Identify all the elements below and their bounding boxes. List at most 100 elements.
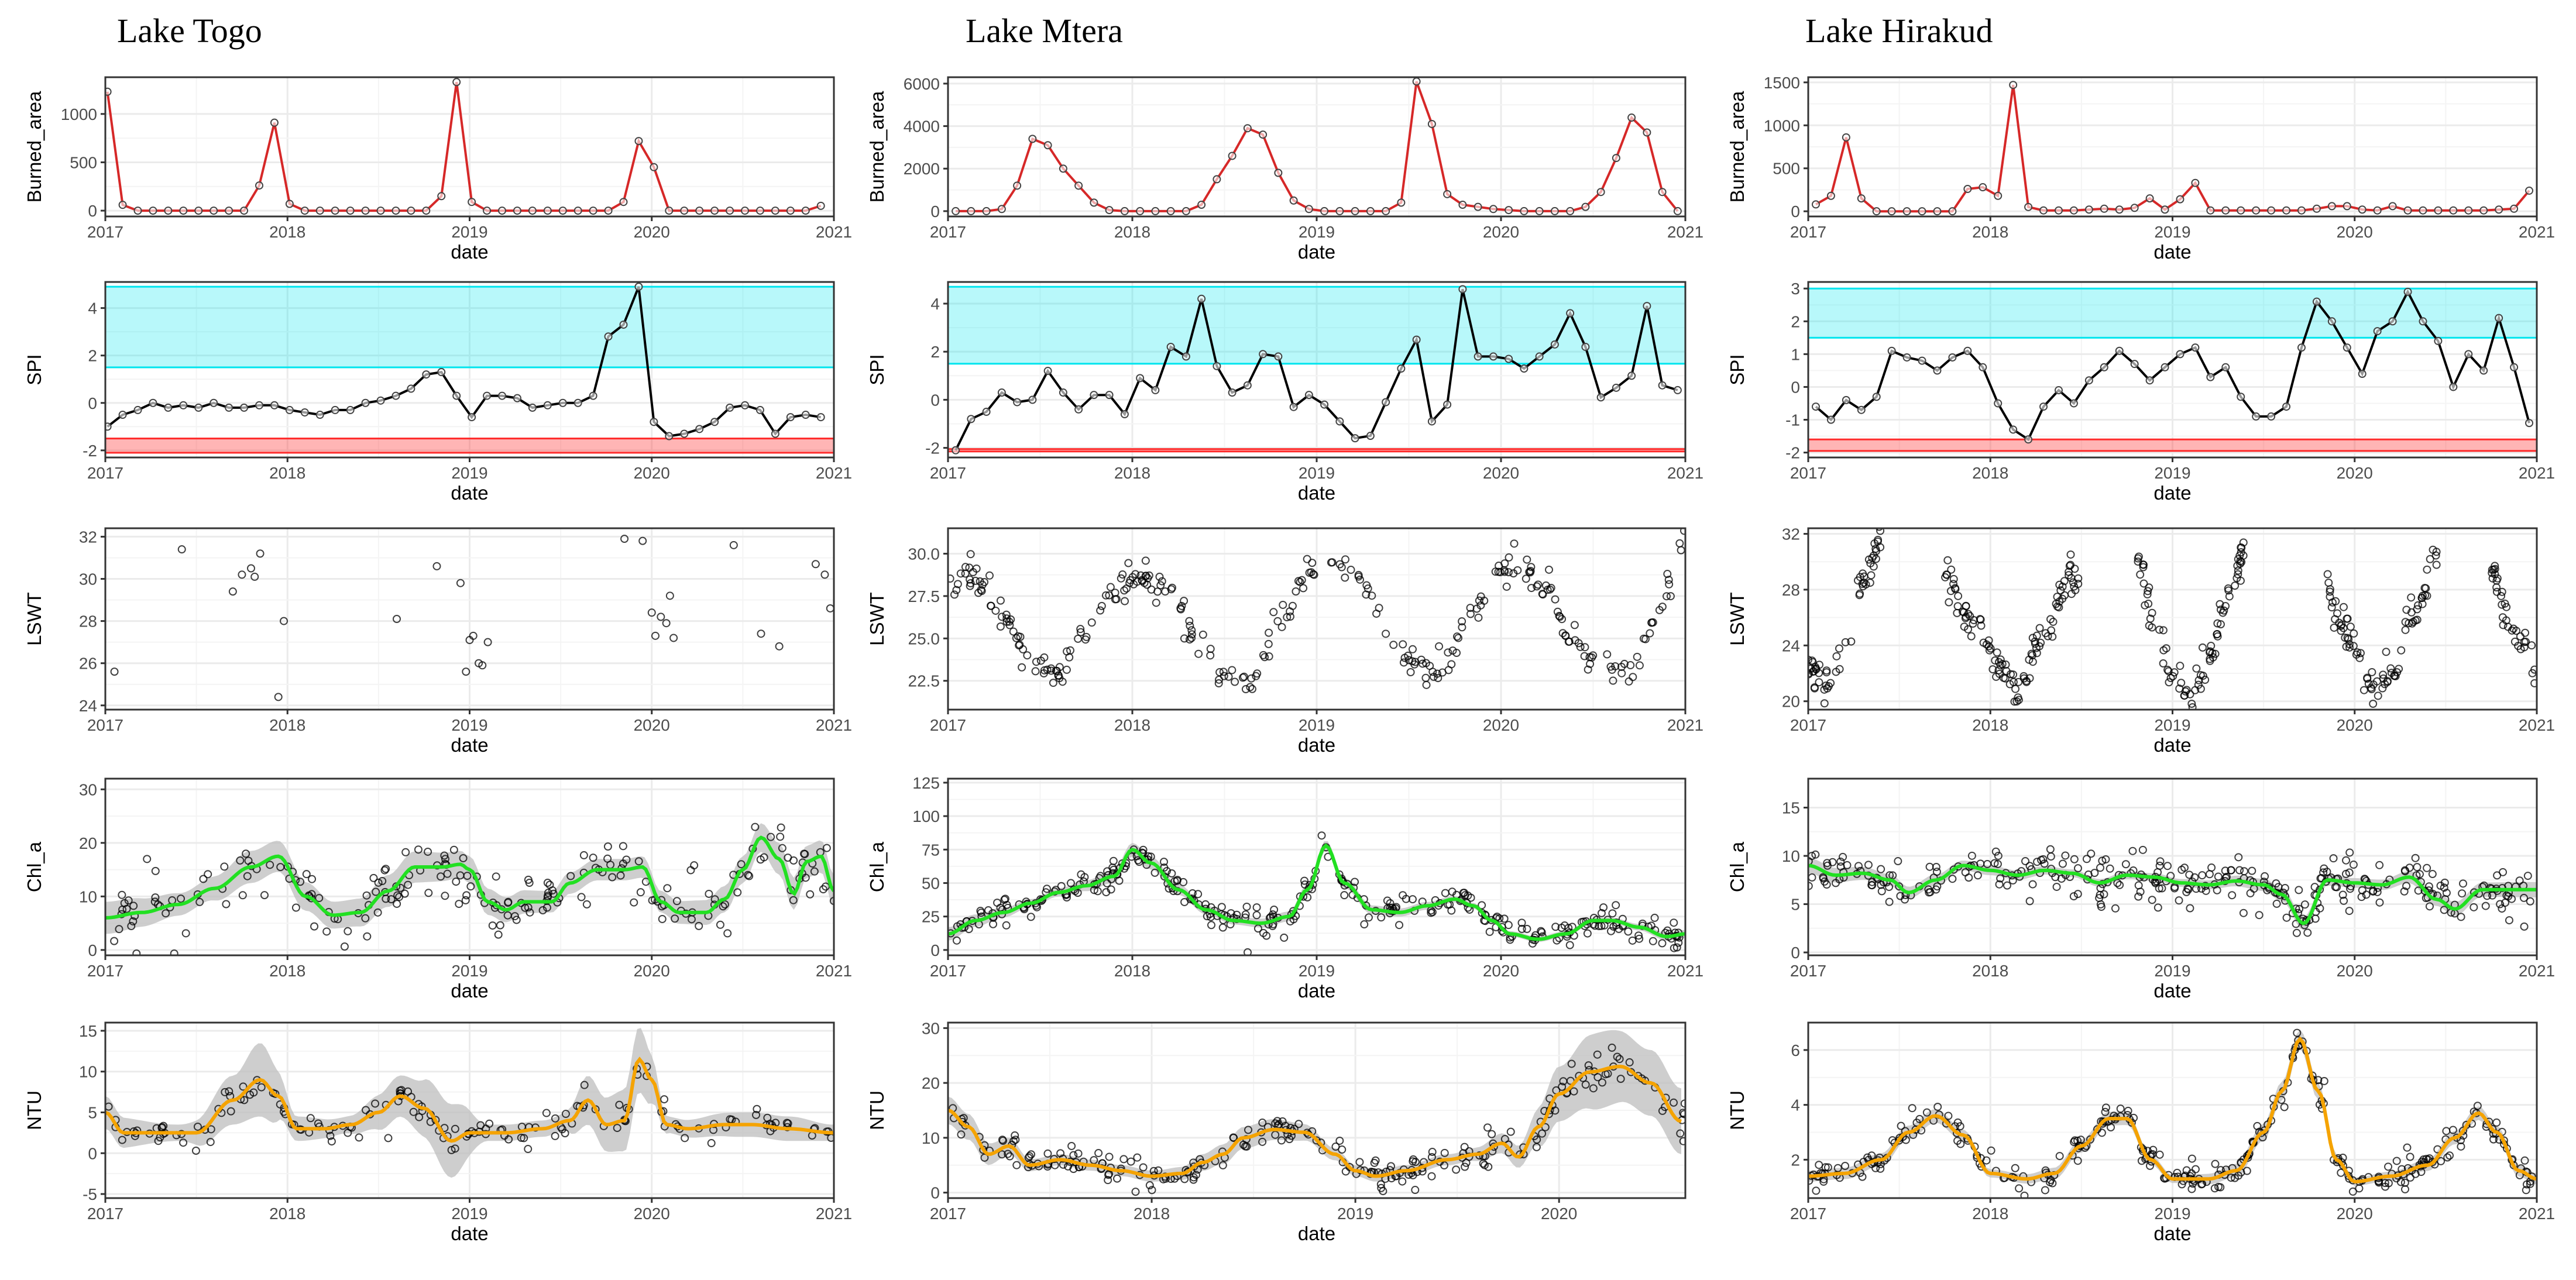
data-point [225, 1087, 233, 1096]
data-point [1412, 77, 1421, 86]
x-tick-label: 2019 [451, 716, 487, 734]
x-tick-label: 2018 [269, 464, 305, 482]
data-point [971, 576, 980, 585]
data-point [2148, 896, 2156, 904]
data-point [1337, 563, 1346, 572]
data-point [2378, 684, 2387, 693]
data-point [2508, 894, 2516, 903]
data-point [2009, 425, 2018, 434]
data-point [1347, 566, 1355, 574]
x-axis-label: date [2153, 1223, 2191, 1244]
data-point [987, 601, 995, 610]
data-point [1500, 559, 1509, 568]
data-point [1215, 668, 1224, 677]
data-point [1040, 653, 1049, 662]
data-point [1145, 1181, 1154, 1190]
data-point [164, 207, 173, 215]
data-point [2206, 373, 2215, 381]
data-point [1151, 386, 1160, 394]
data-point [620, 535, 629, 543]
data-point [1155, 572, 1164, 581]
data-point [1253, 669, 1262, 678]
data-point [220, 862, 229, 871]
data-point [1895, 882, 1904, 891]
data-point [1094, 1149, 1103, 1158]
data-point [238, 570, 246, 579]
data-point [1127, 852, 1136, 861]
x-tick-label: 2020 [1483, 716, 1519, 734]
data-point [1847, 637, 1856, 646]
data-point [2359, 686, 2368, 694]
data-point [1382, 398, 1390, 407]
x-tick-label: 2017 [1790, 223, 1826, 241]
data-point [1011, 1131, 1019, 1140]
data-point [1461, 1162, 1469, 1171]
data-point [2054, 206, 2063, 215]
plot-area [948, 285, 1685, 455]
data-point [376, 396, 385, 405]
data-point [1943, 556, 1952, 565]
data-point [1553, 936, 1561, 945]
plot-grid: 2017 2018 2019 2020 202105001000dateBurned_a… [23, 74, 2555, 1244]
x-tick-label: 2020 [1541, 1205, 1577, 1223]
data-point [2187, 1154, 2196, 1163]
data-point [1376, 1180, 1385, 1189]
data-point [1447, 660, 1456, 669]
data-point [1819, 873, 1828, 882]
data-point [2282, 402, 2291, 411]
data-point [2143, 590, 2152, 598]
data-point [1197, 294, 1206, 303]
data-point [2272, 899, 2281, 908]
data-point [2224, 586, 2233, 595]
data-point [1121, 597, 1129, 605]
x-tick-label: 2021 [816, 223, 852, 241]
data-point [1949, 865, 1958, 874]
data-point [775, 642, 784, 651]
data-point [1821, 1163, 1830, 1172]
dry-threshold-band [1808, 438, 2537, 452]
data-point [1969, 620, 1977, 628]
data-point [2134, 881, 2143, 890]
data-point [222, 900, 231, 909]
smooth-fit-ntu [105, 1057, 834, 1143]
data-point [1351, 434, 1359, 443]
data-point [613, 1124, 621, 1133]
data-point [2403, 206, 2412, 215]
data-point [2035, 624, 2044, 632]
panel-lake-hirakud-burned_area: 2017 2018 2019 2020 2021 0 500 1000 1500 date Burn… [1726, 74, 2555, 263]
data-point [1264, 639, 1273, 648]
data-point [466, 882, 475, 891]
y-tick-label: 2000 [904, 160, 940, 178]
data-point [2028, 634, 2037, 642]
x-tick-label: 2017 [930, 962, 966, 980]
data-point [1277, 622, 1286, 631]
data-point [2051, 873, 2060, 882]
data-point [1902, 207, 1911, 216]
data-point [1452, 649, 1461, 658]
x-tick-label: 2018 [1114, 223, 1150, 241]
data-point [1956, 1140, 1965, 1148]
data-point [1670, 944, 1678, 952]
data-point [1168, 583, 1177, 592]
data-point [240, 1096, 249, 1104]
data-point [1458, 623, 1466, 632]
data-point [810, 867, 819, 876]
data-point [1658, 381, 1667, 390]
data-point [437, 192, 446, 201]
data-point [1206, 651, 1215, 660]
data-point [1259, 350, 1268, 359]
data-point [1448, 887, 1457, 896]
data-point [1362, 590, 1371, 599]
data-point [1292, 587, 1300, 596]
data-point [1995, 669, 2004, 678]
data-point [1273, 617, 1282, 625]
data-point [255, 401, 264, 410]
data-point [543, 401, 552, 410]
plot-area [1808, 1028, 2537, 1198]
data-point [2355, 653, 2364, 662]
data-point [483, 638, 492, 646]
data-point [2345, 848, 2354, 857]
data-point [695, 921, 703, 930]
data-point [1474, 352, 1482, 361]
data-point [543, 879, 552, 887]
